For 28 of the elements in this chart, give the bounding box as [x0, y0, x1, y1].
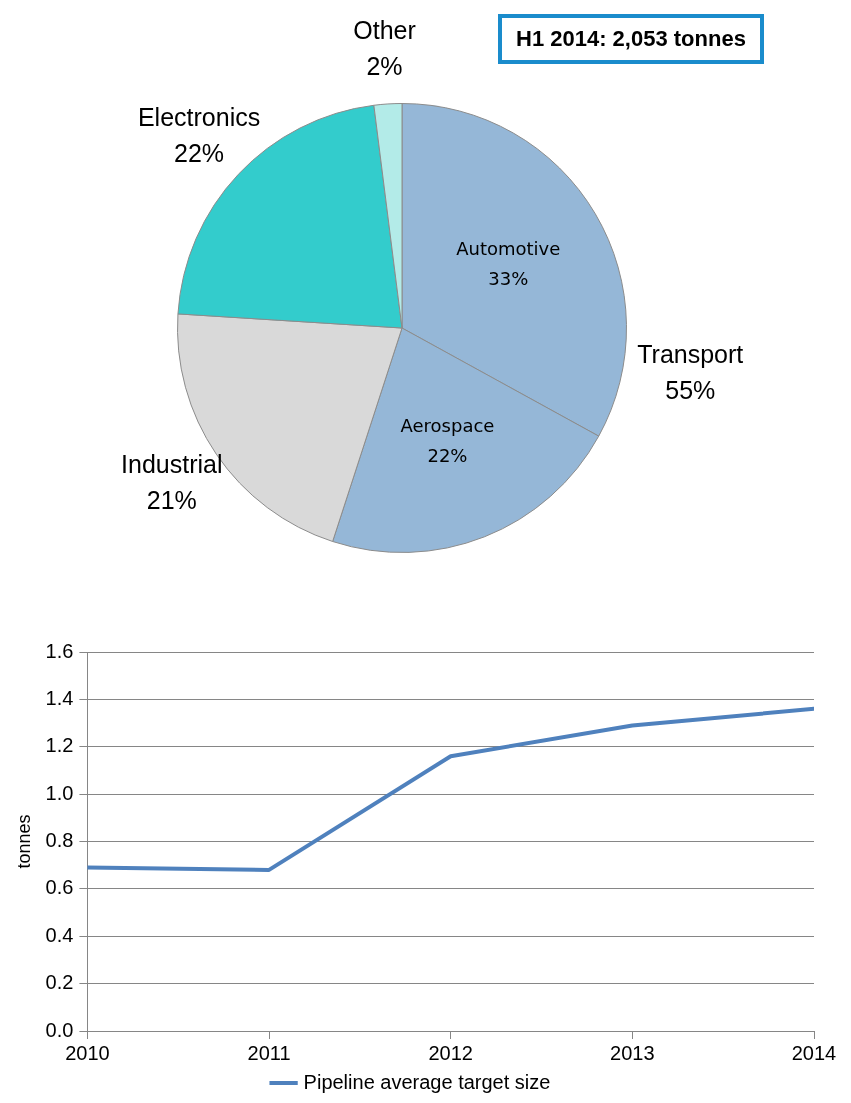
data-label: 22%: [427, 445, 468, 467]
x-tick-label: 2014: [791, 1041, 837, 1064]
y-tick-label: 0.4: [45, 923, 74, 946]
slice-label: Aerospace: [400, 415, 495, 437]
data-label: 2%: [366, 52, 403, 81]
slice-label: Industrial: [121, 450, 223, 479]
x-tick-label: 2011: [247, 1041, 291, 1064]
chart-title: H1 2014: 2,053 tonnes: [498, 14, 764, 64]
x-tick-label: 2013: [610, 1041, 655, 1064]
y-tick-label: 1.2: [45, 734, 74, 757]
data-label: 22%: [174, 139, 225, 168]
y-tick-label: 1.4: [45, 686, 74, 709]
y-tick-label: 1.6: [45, 639, 74, 662]
data-label: 33%: [488, 267, 529, 289]
slice-label: Electronics: [137, 103, 261, 132]
y-tick-label: 0.6: [45, 876, 74, 899]
slice-label: Automotive: [456, 237, 561, 259]
slice-label: Other: [353, 16, 416, 45]
text: Transport 55%: [637, 339, 744, 404]
legend-label: Pipeline average target size: [303, 1070, 551, 1093]
y-tick-label: 0.2: [45, 971, 74, 994]
y-tick-label: 0.0: [45, 1018, 74, 1041]
x-tick-label: 2010: [65, 1041, 110, 1064]
y-axis-title: tonnes: [13, 814, 34, 869]
data-label: 21%: [146, 486, 197, 515]
y-tick-label: 1.0: [45, 781, 74, 804]
x-tick-label: 2012: [428, 1041, 473, 1064]
y-tick-label: 0.8: [45, 829, 74, 852]
